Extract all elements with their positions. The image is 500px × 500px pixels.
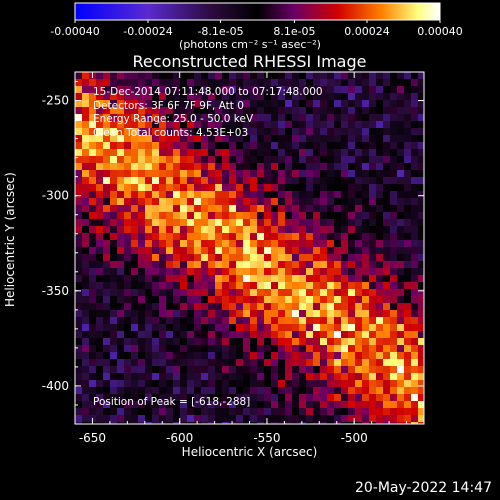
axis-ticks: -650 -600 -550 -500 -250 -300 -350 -400 [42, 72, 424, 445]
colorbar-tick-label: -8.1e-05 [197, 25, 243, 38]
y-tick-label: -400 [42, 379, 69, 393]
colorbar-tick-label: 0.00024 [344, 25, 390, 38]
y-tick-label: -250 [42, 94, 69, 108]
colorbar [74, 2, 441, 21]
x-tick-label: -600 [166, 431, 193, 445]
info-line: Energy Range: 25.0 - 50.0 keV [93, 113, 254, 125]
x-tick-label: -650 [79, 431, 106, 445]
chart-title: Reconstructed RHESSI Image [132, 52, 367, 71]
colorbar-tick-label: -0.00040 [50, 25, 99, 38]
x-tick-label: -550 [253, 431, 280, 445]
y-tick-label: -350 [42, 284, 69, 298]
colorbar-ticks: -0.00040 -0.00024 -8.1e-05 8.1e-05 0.00024 0.… [50, 20, 463, 38]
peak-position: Position of Peak = [-618,-288] [93, 396, 251, 408]
observation-info: 15-Dec-2014 07:11:48.000 to 07:17:48.000… [93, 86, 323, 140]
info-line: Clean Total counts: 4.53E+03 [93, 126, 249, 139]
colorbar-unit: (photons cm⁻² s⁻¹ asec⁻²) [179, 38, 321, 51]
y-tick-label: -300 [42, 189, 69, 203]
heatmap-image [75, 72, 424, 424]
colorbar-tick-label: -0.00024 [123, 25, 172, 38]
y-axis-label: Heliocentric Y (arcsec) [3, 172, 17, 307]
colorbar-tick-label: 0.00040 [417, 25, 463, 38]
x-tick-label: -500 [341, 431, 368, 445]
x-axis-label: Heliocentric X (arcsec) [181, 445, 318, 459]
info-line: Detectors: 3F 6F 7F 9F, Att 0 [93, 99, 244, 112]
info-line: 15-Dec-2014 07:11:48.000 to 07:17:48.000 [93, 86, 323, 98]
colorbar-tick-label: 8.1e-05 [273, 25, 315, 38]
plot-timestamp: 20-May-2022 14:47 [354, 480, 492, 496]
